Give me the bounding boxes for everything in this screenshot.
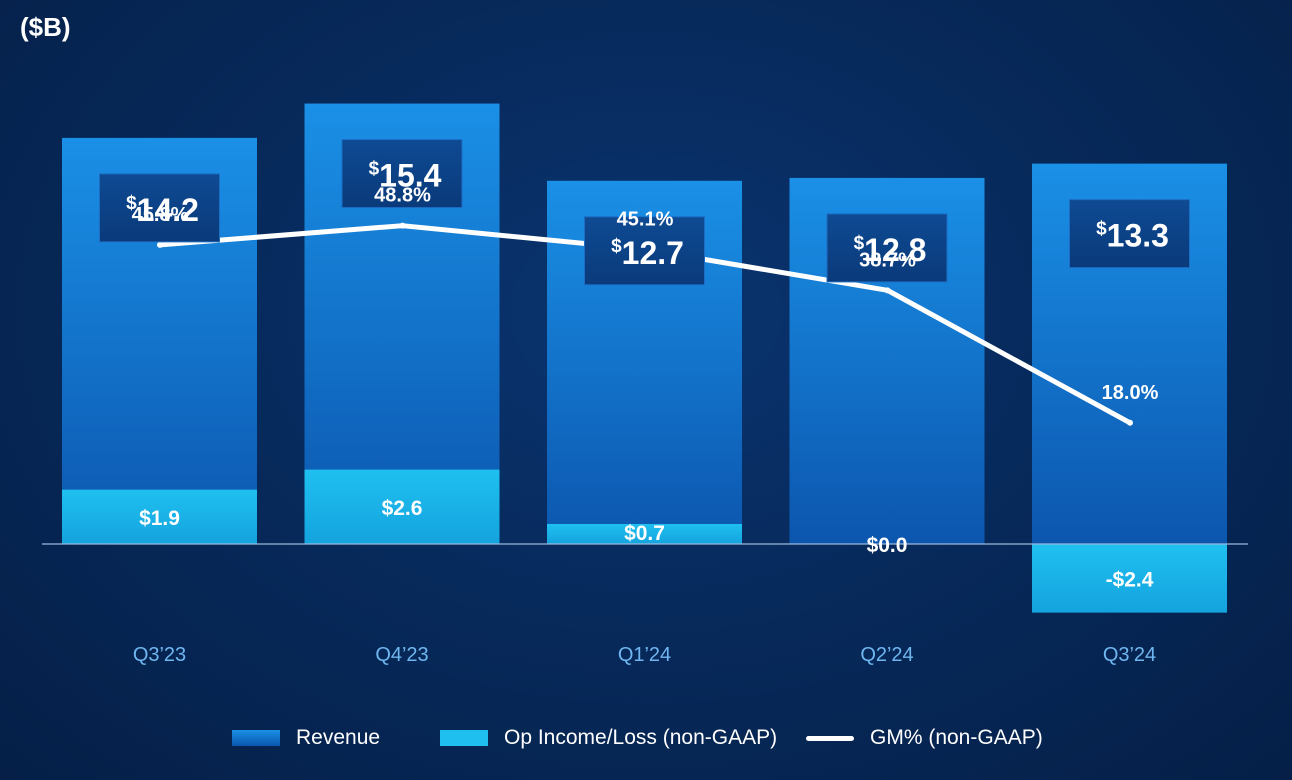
category-label-q224: Q2’24 <box>860 644 913 666</box>
revenue-value-box-q124 <box>584 216 705 286</box>
category-label-q323: Q3’23 <box>133 644 186 666</box>
legend: Revenue Op Income/Loss (non-GAAP) GM% (n… <box>0 726 1292 756</box>
revenue-value-label-q224: $12.8 <box>854 232 927 268</box>
legend-label-gm: GM% (non-GAAP) <box>870 726 1043 749</box>
gm-label-q324: 18.0% <box>1102 382 1159 404</box>
revenue-value-label-q323: $14.2 <box>126 192 199 228</box>
legend-item-revenue: Revenue <box>232 726 380 750</box>
legend-item-op-income: Op Income/Loss (non-GAAP) <box>440 726 777 750</box>
chart: $14.2 $1.9 Q3’23 45.8% $15.4 $2.6 Q4’23 48.8% $1… <box>42 103 1248 666</box>
op-income-label-q324: -$2.4 <box>1106 568 1154 591</box>
legend-item-gm: GM% (non-GAAP) <box>806 726 1043 750</box>
revenue-value-label-q423: $15.4 <box>369 158 442 194</box>
legend-swatch-revenue <box>232 730 280 746</box>
revenue-value-label-q324: $13.3 <box>1096 218 1169 254</box>
op-income-bar-q124 <box>547 523 742 544</box>
category-label-q124: Q1’24 <box>618 644 671 666</box>
gm-label-q323: 45.8% <box>132 204 189 226</box>
revenue-value-label-q124: $12.7 <box>611 235 684 271</box>
legend-label-revenue: Revenue <box>296 726 381 749</box>
legend-swatch-op-income <box>440 730 488 746</box>
unit-label: ($B) <box>20 12 71 42</box>
gm-label-q224: 38.7% <box>859 249 916 271</box>
gm-label-q423: 48.8% <box>374 185 431 207</box>
op-income-bar-q423 <box>304 469 500 544</box>
category-label-q423: Q4’23 <box>375 644 428 666</box>
category-label-q324: Q3’24 <box>1103 644 1156 666</box>
legend-label-op-income: Op Income/Loss (non-GAAP) <box>504 726 778 749</box>
gm-label-q124: 45.1% <box>617 208 674 230</box>
revenue-value-box-q224 <box>826 213 948 283</box>
op-income-bar-q324 <box>1032 544 1227 613</box>
op-income-label-q423: $2.6 <box>382 497 423 520</box>
legend-swatch-gm <box>806 735 854 741</box>
op-income-label-q323: $1.9 <box>139 507 180 530</box>
revenue-value-box-q324 <box>1069 199 1190 269</box>
op-income-bar-q323 <box>62 489 257 544</box>
revenue-value-box-q423 <box>341 139 463 209</box>
op-income-label-q224: $0.0 <box>867 534 908 557</box>
op-income-label-q124: $0.7 <box>624 522 665 545</box>
revenue-value-box-q323 <box>99 173 220 243</box>
